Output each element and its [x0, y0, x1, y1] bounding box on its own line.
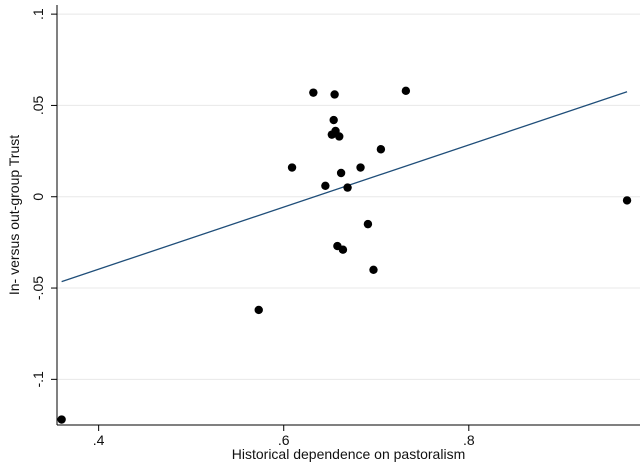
- x-tick-label: .8: [463, 432, 475, 448]
- y-tick-label: .1: [30, 8, 46, 20]
- x-tick-label: .4: [93, 432, 105, 448]
- axes: [56, 5, 640, 426]
- scatter-point: [343, 183, 352, 192]
- gridlines: [57, 13, 640, 380]
- scatter-point: [401, 86, 411, 96]
- scatter-point: [321, 181, 330, 190]
- data-points: [57, 86, 632, 424]
- scatter-point: [287, 163, 297, 172]
- scatter-point: [376, 145, 386, 154]
- y-tick-label: .05: [30, 95, 46, 115]
- scatter-point: [309, 88, 318, 97]
- scatter-point: [622, 196, 632, 205]
- scatter-point: [57, 415, 66, 424]
- x-tick-label: .6: [278, 432, 290, 448]
- scatter-point: [356, 163, 365, 172]
- scatter-point: [254, 305, 263, 315]
- scatter-point: [338, 245, 348, 254]
- y-tick-label: 0: [30, 193, 46, 201]
- scatter-point: [336, 168, 346, 178]
- scatter-point: [330, 90, 339, 99]
- scatter-point: [329, 115, 338, 125]
- x-axis-title: Historical dependence on pastoralism: [232, 446, 465, 462]
- ticks: -.1-.050.05.1.4.6.81: [30, 8, 475, 448]
- y-tick-label: -.05: [30, 276, 46, 300]
- y-axis-title: In- versus out-group Trust: [6, 135, 22, 295]
- scatter-point: [369, 265, 378, 274]
- scatter-point: [363, 219, 373, 229]
- scatter-point: [335, 132, 344, 141]
- y-tick-label: -.1: [30, 371, 46, 388]
